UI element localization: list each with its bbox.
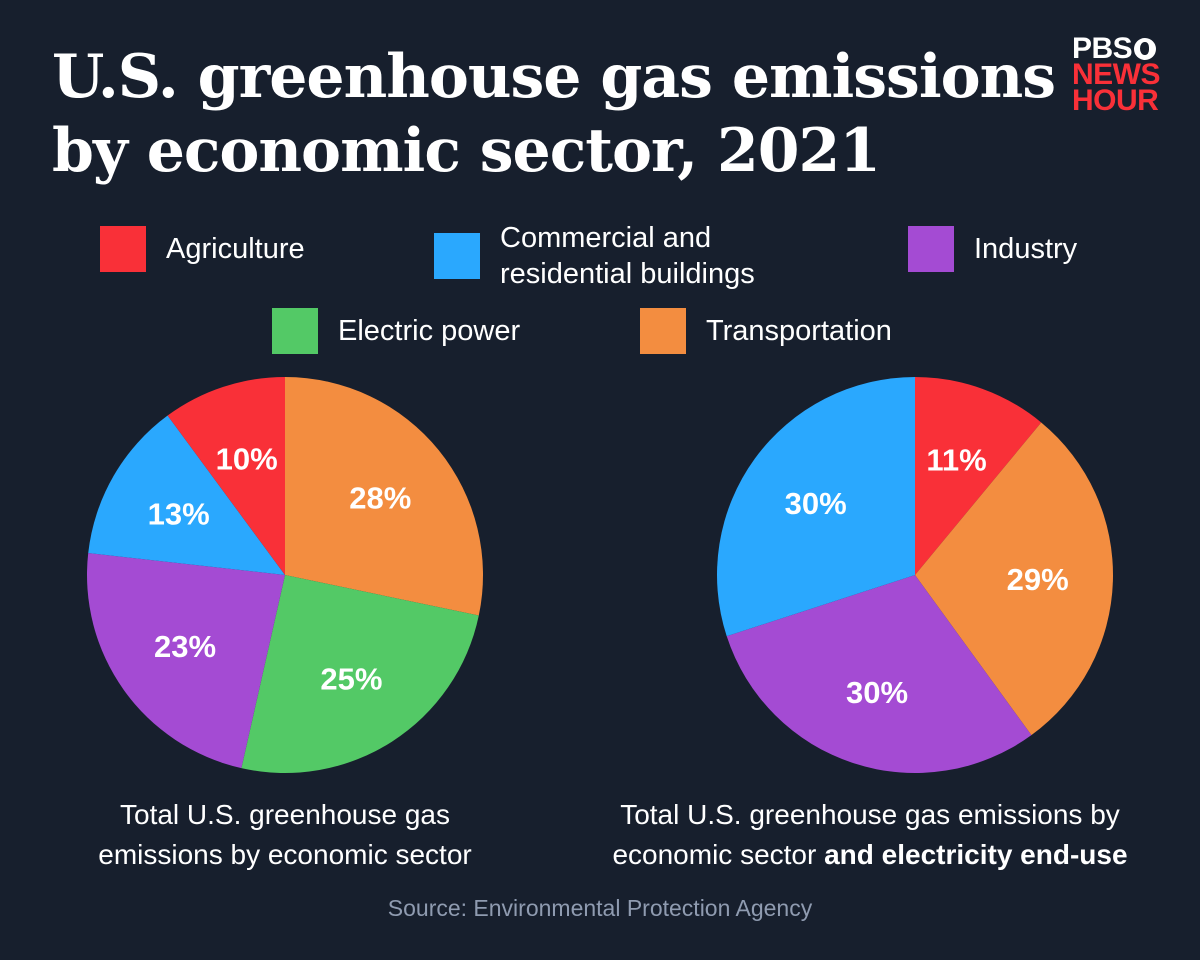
legend-item-electric-power: Electric power xyxy=(272,308,520,354)
pie-2-data-label: 30% xyxy=(846,675,908,710)
title-line-1: U.S. greenhouse gas emissions xyxy=(52,42,1056,112)
legend-item-commercial: Commercial and residential buildings xyxy=(434,220,755,292)
pie-2-data-label: 11% xyxy=(926,442,986,477)
source-note: Source: Environmental Protection Agency xyxy=(387,895,813,921)
pie-2-slice-agriculture xyxy=(915,377,1042,575)
legend-item-transportation: Transportation xyxy=(640,308,892,354)
pbs-newshour-logo: PBS NEWS HOUR xyxy=(1072,32,1161,117)
legend-swatch xyxy=(908,226,954,272)
legend-label: Commercial and residential buildings xyxy=(500,222,755,290)
pie-2-slice-transportation xyxy=(915,422,1113,736)
legend-label: Transportation xyxy=(706,315,892,347)
logo-news: NEWS xyxy=(1072,58,1161,91)
pie-1-data-label: 13% xyxy=(148,497,210,532)
logo-pbs: PBS xyxy=(1072,32,1133,65)
legend-label: Electric power xyxy=(338,315,521,347)
pie-1-slice-industry xyxy=(86,553,285,769)
title-line-2: by economic sector, 2021 xyxy=(52,116,881,186)
legend-item-industry: Industry xyxy=(908,226,1077,272)
pie-2-data-label: 30% xyxy=(785,486,847,521)
legend-swatch xyxy=(640,308,686,354)
pie-2-slice-commercial-and-residential-buildings xyxy=(717,377,915,637)
pie-1-slice-commercial-and-residential-buildings xyxy=(88,415,285,575)
pie-1-slice-transportation xyxy=(285,377,483,616)
pie-1-data-label: 28% xyxy=(349,481,411,516)
legend-swatch xyxy=(434,233,480,279)
logo-hour: HOUR xyxy=(1072,84,1159,117)
legend-label: Agriculture xyxy=(166,233,305,265)
chart-title: U.S. greenhouse gas emissions by economi… xyxy=(52,40,1056,188)
legend-swatch xyxy=(272,308,318,354)
pie-1-slice-agriculture xyxy=(167,377,285,575)
pie-2-data-label: 29% xyxy=(1007,562,1069,597)
pie-1-data-label: 25% xyxy=(320,661,382,696)
legend-swatch xyxy=(100,226,146,272)
pie-1-caption: Total U.S. greenhouse gas emissions by ec… xyxy=(98,799,472,870)
pie-2-caption: Total U.S. greenhouse gas emissions by ec… xyxy=(612,799,1128,870)
pie-1-data-label: 23% xyxy=(154,629,216,664)
pie-1-slice-electric-power xyxy=(241,575,479,773)
pie-1-data-label: 10% xyxy=(216,441,278,476)
legend-label: Industry xyxy=(974,233,1078,265)
pbs-head-icon xyxy=(1134,38,1157,60)
legend-item-agriculture: Agriculture xyxy=(100,226,305,272)
pie-2-slice-industry xyxy=(726,575,1032,773)
